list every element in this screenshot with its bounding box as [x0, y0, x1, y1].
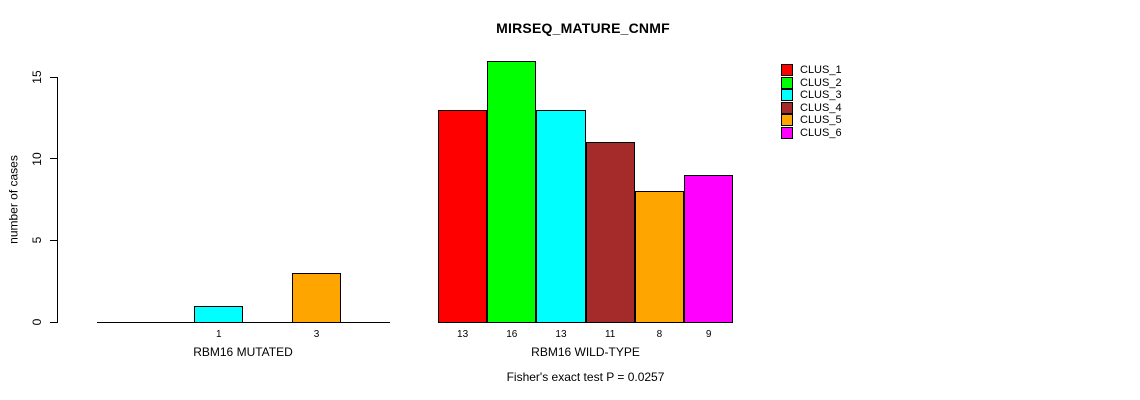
legend-item-clus_5: CLUS_5: [781, 114, 842, 126]
legend-item-clus_6: CLUS_6: [781, 126, 842, 139]
legend-item-clus_4: CLUS_4: [781, 101, 842, 114]
bar-value-label: 1: [215, 329, 222, 340]
legend-label: CLUS_2: [800, 76, 842, 89]
legend-label: CLUS_6: [800, 126, 842, 139]
y-tick-mark: [50, 321, 57, 323]
legend-swatch-icon: [781, 89, 793, 101]
legend-label: CLUS_4: [800, 101, 842, 114]
bar-clus_2: [487, 60, 537, 323]
legend-item-clus_3: CLUS_3: [781, 89, 842, 101]
bar-clus_5: [292, 273, 341, 323]
x-baseline: [96, 322, 390, 323]
bar-value-label: 11: [604, 329, 616, 340]
bar-value-label: 13: [555, 329, 567, 340]
bar-clus_5: [634, 191, 684, 323]
y-tick-label: 0: [30, 318, 44, 326]
bar-clus_3: [194, 305, 244, 323]
legend-swatch-icon: [781, 114, 793, 126]
y-tick-label: 15: [30, 70, 44, 84]
chart-title: MIRSEQ_MATURE_CNMF: [496, 20, 670, 36]
y-tick-label: 10: [30, 151, 44, 166]
y-tick-mark: [50, 239, 57, 241]
bar-value-label: 8: [656, 329, 663, 340]
legend-label: CLUS_5: [800, 114, 842, 126]
legend-swatch-icon: [781, 126, 793, 139]
legend-swatch-icon: [781, 64, 793, 76]
bar-clus_3: [536, 109, 586, 323]
y-axis-title: number of cases: [6, 155, 21, 244]
group-label-wildtype: RBM16 WILD-TYPE: [531, 345, 640, 359]
bar-value-label: 3: [313, 329, 320, 340]
legend-item-clus_1: CLUS_1: [781, 64, 842, 76]
bar-clus_6: [684, 175, 734, 323]
bar-value-label: 9: [705, 329, 712, 340]
legend-swatch-icon: [781, 101, 793, 114]
bar-value-label: 13: [457, 329, 469, 340]
legend-item-clus_2: CLUS_2: [781, 76, 842, 89]
y-axis-line: [57, 77, 58, 323]
legend-swatch-icon: [781, 76, 793, 89]
bar-clus_1: [438, 109, 488, 323]
group-label-mutated: RBM16 MUTATED: [193, 345, 293, 359]
legend-label: CLUS_3: [800, 89, 842, 101]
fisher-test-annotation: Fisher's exact test P = 0.0257: [506, 370, 665, 384]
y-tick-mark: [50, 158, 57, 160]
y-tick-mark: [50, 76, 57, 78]
y-tick-label: 5: [30, 236, 44, 244]
bar-value-label: 16: [506, 329, 518, 340]
bar-clus_4: [585, 142, 635, 323]
legend-label: CLUS_1: [800, 64, 842, 76]
